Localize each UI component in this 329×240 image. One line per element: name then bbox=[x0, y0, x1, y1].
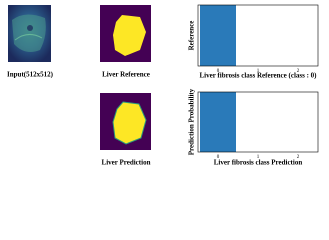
x-tick-label: 2 bbox=[297, 69, 300, 74]
reference-caption: Liver Reference bbox=[102, 71, 150, 79]
x-tick-label: 1 bbox=[257, 155, 260, 160]
x-tick-label: 2 bbox=[297, 155, 300, 160]
reference-image bbox=[100, 5, 151, 62]
y-axis-label: Reference bbox=[188, 21, 196, 51]
bar bbox=[200, 5, 236, 66]
x-axis-label: Liver fibrosis class Reference (class : … bbox=[199, 72, 317, 80]
input-caption: Input(512x512) bbox=[7, 71, 54, 79]
x-tick-label: 0 bbox=[217, 69, 220, 74]
figure: Input(512x512) Liver Reference Liver Pre… bbox=[0, 0, 329, 173]
prediction-caption: Liver Prediction bbox=[102, 159, 151, 167]
plot-frame bbox=[197, 4, 319, 67]
bar bbox=[200, 92, 236, 152]
x-tick-label: 1 bbox=[257, 69, 260, 74]
input-image bbox=[8, 5, 51, 62]
background bbox=[0, 0, 329, 173]
y-axis-label: Prediction Probability bbox=[188, 88, 196, 155]
prediction-image bbox=[100, 93, 151, 150]
x-axis-label: Liver fibrosis class Prediction bbox=[214, 159, 303, 167]
plot-frame bbox=[197, 91, 319, 153]
x-tick-label: 0 bbox=[217, 155, 220, 160]
